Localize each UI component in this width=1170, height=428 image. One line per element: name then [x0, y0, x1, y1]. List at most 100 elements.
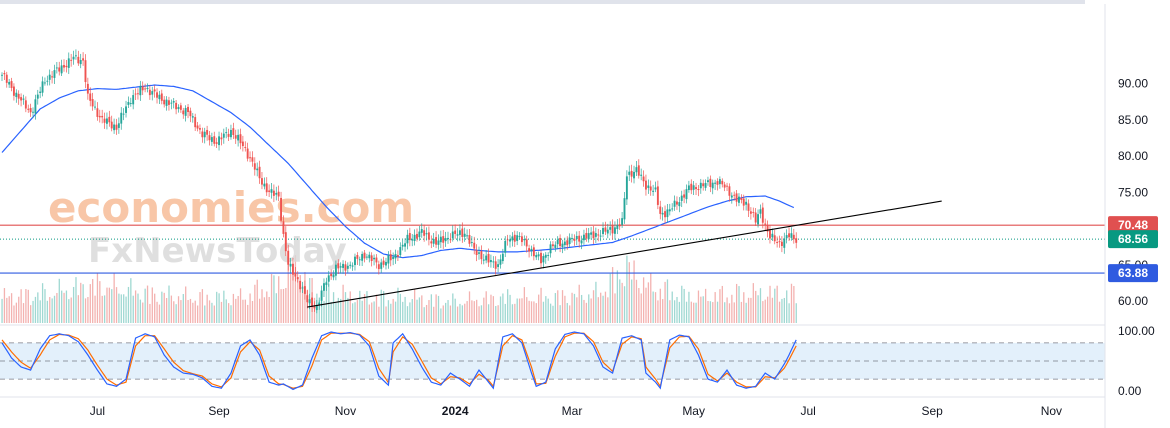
candle[interactable]: [752, 207, 755, 218]
candle[interactable]: [788, 227, 790, 242]
candle[interactable]: [368, 251, 371, 263]
candle[interactable]: [678, 197, 681, 213]
candle[interactable]: [29, 103, 32, 117]
candle[interactable]: [36, 89, 39, 105]
candle[interactable]: [296, 271, 299, 283]
candle[interactable]: [683, 189, 686, 204]
candle[interactable]: [387, 251, 390, 269]
candle[interactable]: [89, 87, 92, 107]
candle[interactable]: [509, 234, 511, 248]
candle[interactable]: [82, 52, 85, 66]
candle[interactable]: [122, 108, 125, 121]
candle[interactable]: [201, 127, 204, 143]
candle[interactable]: [172, 97, 175, 109]
candle[interactable]: [79, 53, 82, 69]
candle[interactable]: [444, 231, 447, 247]
candle[interactable]: [616, 219, 619, 235]
candle[interactable]: [370, 252, 373, 267]
candle[interactable]: [540, 250, 542, 269]
candle[interactable]: [230, 124, 232, 140]
candle[interactable]: [332, 270, 335, 281]
candle[interactable]: [77, 50, 80, 66]
candle[interactable]: [8, 78, 11, 88]
candle[interactable]: [733, 191, 736, 201]
candle[interactable]: [690, 179, 693, 195]
candle[interactable]: [289, 257, 292, 273]
candle[interactable]: [530, 245, 533, 257]
candle[interactable]: [635, 161, 638, 177]
candle[interactable]: [220, 132, 223, 146]
candle[interactable]: [134, 88, 137, 101]
candle[interactable]: [633, 165, 635, 184]
candle[interactable]: [187, 103, 189, 119]
time-axis[interactable]: Jul Sep Nov 2024 Mar May Jul Sep Nov: [90, 404, 1062, 418]
candle[interactable]: [294, 267, 297, 282]
candle[interactable]: [437, 234, 440, 250]
candle[interactable]: [609, 221, 612, 236]
candle[interactable]: [518, 232, 521, 240]
candle[interactable]: [618, 218, 621, 230]
candle[interactable]: [549, 241, 552, 258]
candle[interactable]: [792, 228, 795, 244]
candle[interactable]: [494, 256, 497, 275]
candle[interactable]: [58, 61, 61, 76]
candle[interactable]: [208, 130, 211, 146]
candle[interactable]: [668, 203, 671, 216]
candle[interactable]: [778, 235, 781, 248]
candle[interactable]: [726, 182, 728, 192]
candle[interactable]: [323, 278, 325, 297]
candle[interactable]: [94, 100, 96, 110]
candle[interactable]: [625, 170, 628, 206]
candle[interactable]: [416, 228, 418, 242]
candle[interactable]: [306, 289, 309, 309]
candle[interactable]: [525, 235, 528, 253]
candle[interactable]: [401, 239, 404, 251]
candle[interactable]: [218, 131, 220, 151]
candle[interactable]: [406, 229, 409, 250]
candle[interactable]: [24, 96, 27, 113]
candle[interactable]: [356, 252, 359, 265]
candle[interactable]: [5, 71, 8, 88]
candle[interactable]: [96, 102, 99, 121]
candle[interactable]: [344, 260, 347, 276]
candle[interactable]: [234, 129, 237, 144]
candle[interactable]: [628, 165, 631, 182]
candle[interactable]: [754, 208, 757, 226]
candle[interactable]: [785, 229, 788, 244]
candle[interactable]: [213, 131, 216, 147]
candle[interactable]: [272, 184, 275, 203]
candle[interactable]: [86, 77, 89, 100]
candle[interactable]: [418, 225, 421, 241]
candle[interactable]: [676, 196, 678, 210]
candle[interactable]: [468, 229, 471, 247]
candle[interactable]: [661, 207, 664, 221]
candle[interactable]: [559, 234, 562, 253]
candle[interactable]: [470, 236, 473, 247]
candle[interactable]: [580, 235, 583, 250]
candle[interactable]: [718, 176, 721, 189]
candle[interactable]: [482, 253, 485, 265]
candle[interactable]: [103, 112, 106, 129]
candle[interactable]: [22, 94, 25, 105]
candle[interactable]: [738, 193, 740, 207]
candle[interactable]: [101, 109, 104, 124]
candle[interactable]: [60, 59, 63, 77]
candle[interactable]: [277, 185, 280, 202]
candle[interactable]: [115, 118, 118, 135]
candle[interactable]: [249, 151, 251, 163]
candle[interactable]: [642, 170, 645, 187]
candle[interactable]: [795, 232, 798, 249]
candle[interactable]: [659, 200, 662, 220]
candle[interactable]: [571, 233, 573, 243]
candle[interactable]: [458, 224, 461, 242]
candle[interactable]: [232, 122, 235, 140]
candle[interactable]: [764, 218, 767, 231]
candle[interactable]: [592, 226, 595, 245]
candle[interactable]: [239, 128, 242, 150]
candle[interactable]: [222, 128, 225, 144]
candle[interactable]: [163, 96, 166, 108]
candle[interactable]: [363, 249, 366, 263]
candle[interactable]: [43, 77, 46, 86]
candle[interactable]: [511, 232, 514, 247]
candle[interactable]: [776, 236, 779, 248]
